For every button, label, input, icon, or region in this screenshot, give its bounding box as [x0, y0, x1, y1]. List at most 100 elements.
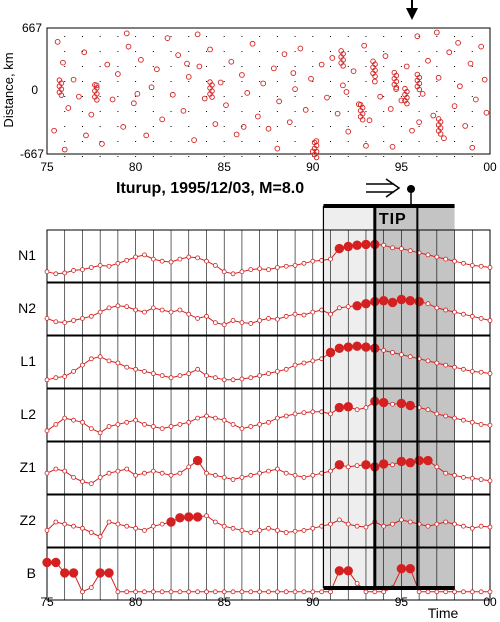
series-point: [301, 312, 307, 318]
epicenter-point: [223, 102, 229, 109]
series-point: [124, 523, 130, 529]
series-point: [186, 371, 192, 376]
series-point: [159, 426, 165, 432]
epicenter-point: [244, 90, 251, 96]
grid-dot: [312, 66, 314, 67]
series-point: [115, 421, 121, 427]
epicenter-point: [478, 43, 484, 50]
series-point: [336, 305, 342, 311]
alarm-point: [42, 557, 52, 568]
series-point: [257, 589, 263, 595]
alarm-point: [352, 341, 362, 351]
series-point: [266, 468, 271, 474]
series-point: [248, 375, 254, 381]
grid-dot: [99, 156, 101, 157]
series-point: [212, 415, 218, 421]
series-point: [124, 466, 130, 472]
grid-dot: [276, 96, 278, 97]
grid-dot: [135, 126, 137, 127]
alarm-point: [334, 343, 345, 353]
grid-dot: [205, 156, 207, 157]
grid-dot: [223, 141, 225, 142]
series-point: [257, 421, 263, 427]
grid-dot: [365, 126, 367, 127]
x-tick-label: 95: [395, 160, 409, 174]
grid-dot: [383, 111, 385, 112]
row-frame: [46, 229, 491, 283]
cluster-point: [393, 84, 400, 91]
grid-dot: [241, 66, 243, 67]
alarm-point: [378, 397, 389, 408]
grid-dot: [400, 126, 402, 127]
scatter-x-tick-labels: 75 80 85 90 95 00: [40, 160, 497, 174]
series-point: [106, 358, 112, 364]
series-point: [301, 360, 307, 366]
grid-dot: [471, 96, 473, 97]
series-point: [248, 267, 254, 273]
alarm-point: [334, 460, 345, 470]
grid-dot: [383, 36, 385, 37]
series-point: [53, 271, 59, 277]
series-point: [443, 519, 449, 525]
grid-dot: [400, 66, 402, 67]
grid-dot: [365, 141, 367, 142]
epicenter-point: [249, 40, 256, 47]
grid-dot: [117, 81, 119, 82]
series-point: [283, 413, 289, 419]
grid-dot: [436, 141, 438, 142]
series-point: [186, 311, 192, 317]
series-point: [80, 525, 85, 531]
series-point: [345, 464, 351, 470]
grid-dot: [259, 141, 261, 142]
grid-dot: [152, 81, 154, 82]
epicenter-point: [239, 72, 245, 78]
grid-dot: [400, 51, 402, 52]
series-point: [204, 470, 209, 476]
grid-dot: [64, 156, 66, 157]
grid-dot: [259, 126, 261, 127]
series-point: [204, 589, 209, 595]
grid-dot: [259, 96, 261, 97]
x-tick-label: 90: [306, 595, 320, 609]
grid-dot: [117, 36, 119, 37]
series-point: [106, 519, 112, 525]
series-point: [469, 419, 475, 425]
series-point: [88, 356, 94, 362]
series-point: [452, 415, 457, 421]
epicenter-point: [350, 68, 357, 75]
series-point: [301, 474, 307, 480]
grid-dot: [205, 51, 207, 52]
epicenter-point: [54, 39, 61, 45]
series-point: [44, 528, 50, 533]
epicenter-point: [180, 107, 187, 114]
epicenter-point: [345, 128, 352, 135]
grid-dot: [276, 36, 278, 37]
grid-dot: [135, 66, 137, 67]
series-point: [230, 271, 236, 277]
epicenter-point: [240, 124, 247, 130]
grid-dot: [241, 51, 243, 52]
x-tick-label: 75: [40, 595, 54, 609]
grid-dot: [330, 51, 332, 52]
series-point: [452, 589, 457, 595]
series-point: [239, 528, 245, 533]
series-row: L2: [20, 388, 493, 442]
epicenter-point: [318, 61, 325, 68]
series-point: [487, 478, 493, 484]
series-point: [248, 472, 254, 478]
grid-dot: [223, 111, 225, 112]
series-point: [142, 252, 147, 258]
alarm-point: [192, 512, 203, 522]
grid-dot: [152, 141, 154, 142]
epicenter-point: [308, 75, 314, 82]
series-point: [461, 260, 466, 266]
chart-title: Iturup, 1995/12/03, M=8.0: [116, 180, 304, 197]
grid-dot: [259, 111, 261, 112]
series-point: [345, 304, 351, 310]
series-point: [239, 320, 245, 326]
series-point: [133, 417, 139, 423]
grid-dot: [205, 66, 207, 67]
series-point: [301, 410, 307, 416]
grid-dot: [117, 126, 119, 127]
series-point: [478, 421, 484, 427]
